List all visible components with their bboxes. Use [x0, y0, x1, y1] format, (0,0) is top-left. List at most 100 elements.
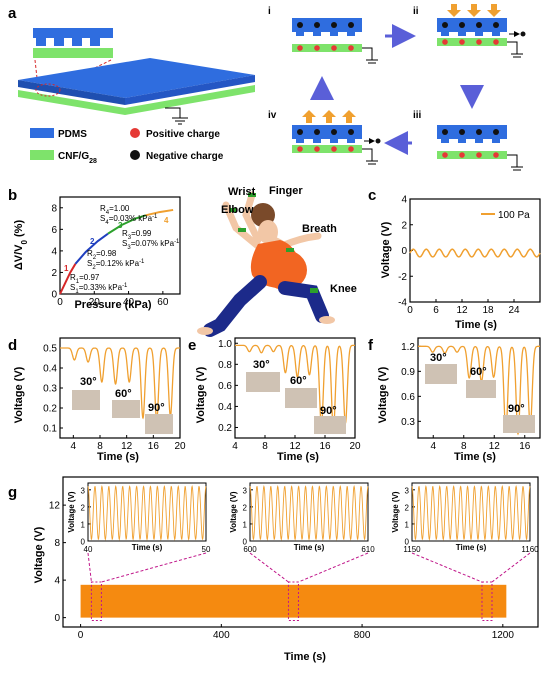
positive-charge-icon [331, 146, 337, 152]
belly [263, 250, 307, 290]
panel-e-xtick-label: 8 [262, 441, 268, 452]
zoom-line [491, 552, 531, 583]
inset-series [411, 484, 531, 541]
inset-ytick-label: 0 [405, 538, 410, 547]
negative-charge-icon [331, 129, 337, 135]
breath-label: Breath [302, 223, 337, 235]
cnf-layer-face [18, 85, 255, 115]
panel-b-annotations: R4=1.00 S4=0.03% kPa-1 R3=0.99 S3=0.07% … [64, 204, 180, 295]
step-cnf-layer [437, 38, 507, 46]
panel-b-series-4 [145, 208, 174, 217]
inset-ytick-label: 2 [81, 503, 86, 512]
panel-f-ytick-label: 0.6 [401, 392, 415, 403]
panel-b-ytick-label: 6 [51, 225, 57, 236]
s-label-1: S1=0.33% kPa-1 [70, 283, 128, 295]
panel-f-photo-60 [466, 380, 496, 398]
positive-charge-icon [442, 39, 448, 45]
press-arrow-icon [447, 4, 461, 17]
positive-charge-icon [130, 128, 140, 138]
panel-f-ylabel: Voltage (V) [377, 366, 389, 423]
knee-sensor [310, 288, 318, 293]
panel-d-angle-60: 60° [115, 388, 132, 400]
panel-e: e Voltage (V) Time (s) 4 8 12 16 20 0.2 0.4 0.6… [188, 337, 361, 463]
breath-sensor [286, 248, 294, 252]
finger-label: Finger [269, 185, 303, 197]
panel-c-series [409, 248, 541, 258]
panel-f-xtick-label: 8 [461, 441, 467, 452]
inset-ytick-label: 3 [81, 486, 86, 495]
inset-ytick-label: 3 [243, 486, 248, 495]
step-cnf-layer [437, 151, 507, 159]
panel-e-xlabel: Time (s) [277, 451, 319, 463]
panel-f-xtick-label: 12 [489, 441, 501, 452]
positive-charge-icon [459, 39, 465, 45]
step-pillar [347, 139, 355, 143]
panel-b-ylabel: ΔV/V0 (%) [13, 220, 29, 271]
panel-b-label: b [8, 187, 17, 204]
step-label: ii [413, 6, 419, 17]
negative-charge-icon [442, 22, 448, 28]
panel-c-legend: 100 Pa [498, 210, 530, 221]
panel-f: f Voltage (V) Time (s) 4 8 12 16 0.3 0.6 0.9 1.… [368, 337, 541, 463]
step-pillar [330, 32, 338, 36]
negative-charge-icon [476, 129, 482, 135]
step-pillar [347, 32, 355, 36]
negative-charge-icon [314, 22, 320, 28]
s-label-3: S3=0.07% kPa-1 [122, 239, 180, 251]
step-pillar [330, 139, 338, 143]
panel-e-xtick-label: 12 [289, 441, 301, 452]
segment-number-1: 1 [64, 264, 69, 273]
pdms-side-face [18, 80, 125, 105]
panel-e-ylabel: Voltage (V) [195, 366, 207, 423]
negative-charge-icon [297, 129, 303, 135]
negative-charge-icon [493, 22, 499, 28]
zoom-line [101, 552, 207, 583]
negative-charge-icon [314, 129, 320, 135]
panel-d-ytick-label: 0.5 [43, 344, 57, 355]
panel-c-xtick-label: 0 [407, 305, 413, 316]
panel-g-frame [62, 476, 539, 628]
panel-b-series-2 [74, 232, 109, 265]
panel-e-ticks: 4 8 12 16 20 0.2 0.4 0.6 0.8 1.0 [218, 339, 361, 452]
negative-charge-icon [520, 31, 526, 37]
press-arrow-icon [467, 4, 481, 17]
positive-charge-icon [476, 39, 482, 45]
panel-e-label: e [188, 337, 196, 354]
step-pillar [441, 139, 449, 143]
step-cnf-layer [292, 145, 362, 153]
panel-g-xtick-label: 400 [213, 630, 230, 641]
wrist-label: Wrist [228, 186, 256, 198]
wrist-sensor [248, 193, 256, 197]
step-pillar [458, 139, 466, 143]
panel-b: b ΔV/V0 (%) Pressure (kPa) 0 20 40 6002468 … [8, 187, 181, 311]
inset-ytick-label: 0 [243, 538, 248, 547]
inset-xtick-label: 610 [361, 545, 375, 554]
zoom-pillar [36, 38, 46, 46]
positive-charge-icon [297, 45, 303, 51]
panel-d-angle-30: 30° [80, 376, 97, 388]
positive-charge-icon [442, 152, 448, 158]
panel-d-ylabel: Voltage (V) [13, 366, 25, 423]
inset-xtick-label: 50 [202, 545, 211, 554]
zoom-line [411, 552, 483, 583]
panel-c-ytick-label: 0 [401, 246, 407, 257]
front-foot [319, 316, 335, 324]
negative-charge-icon [297, 22, 303, 28]
step-pdms-layer [292, 125, 362, 139]
panel-b-xtick-label: 20 [89, 297, 101, 308]
panel-e-photo-60 [285, 388, 317, 408]
panel-g-ylabel: Voltage (V) [33, 526, 45, 583]
inset-xlabel: Time (s) [456, 543, 487, 552]
panel-d-photo-60 [112, 400, 140, 418]
panel-d-angle-90: 90° [148, 402, 165, 414]
legend-cnf-label: CNF/G28 [58, 151, 97, 165]
zoom-pillar [72, 38, 82, 46]
panel-d-ytick-label: 0.3 [43, 384, 57, 395]
panel-b-ytick-label: 8 [51, 203, 57, 214]
step-pillar [296, 139, 304, 143]
panel-f-angle-30: 30° [430, 352, 447, 364]
panel-e-angle-60: 60° [290, 375, 307, 387]
positive-charge-icon [348, 45, 354, 51]
step-pillar [313, 32, 321, 36]
